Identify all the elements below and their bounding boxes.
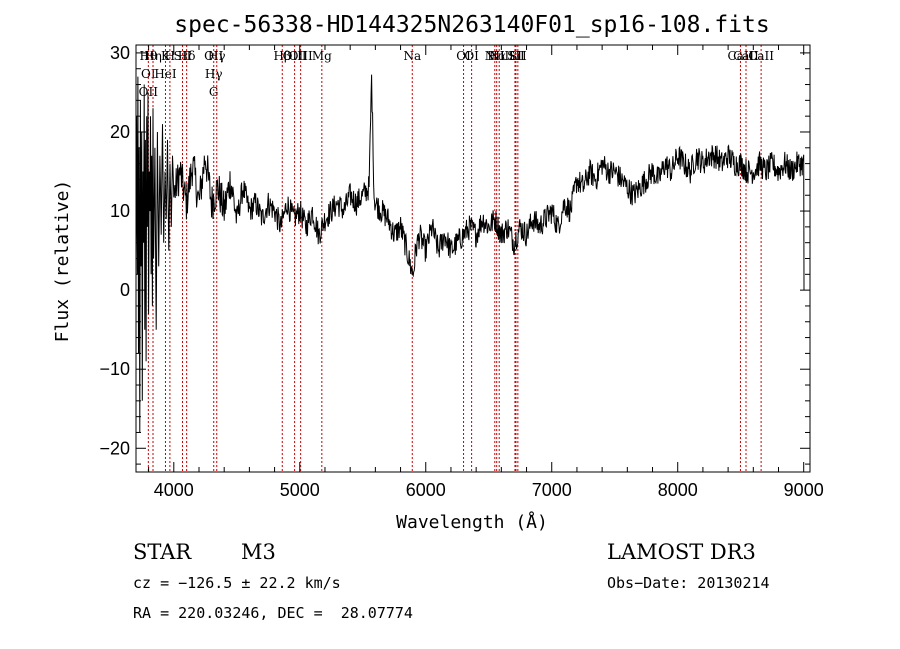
spectral-line-label: K	[161, 49, 171, 63]
x-tick-label: 6000	[406, 480, 446, 500]
spectral-line-label: H	[165, 49, 175, 63]
spectrum-line	[135, 74, 805, 433]
y-tick-label: 20	[110, 122, 130, 142]
spectral-line-label: OI	[141, 67, 156, 81]
y-tick-label: 0	[120, 280, 130, 300]
x-tick-label: 9000	[784, 480, 824, 500]
spectral-line-label: OII	[204, 49, 224, 63]
x-tick-label: 7000	[532, 480, 572, 500]
chart-title: spec-56338-HD144325N263140F01_sp16-108.f…	[174, 12, 769, 38]
y-tick-label: −10	[99, 359, 130, 379]
spectral-line-label: Hγ	[208, 49, 226, 63]
survey-name: LAMOST DR3	[607, 540, 756, 564]
spectral-line-label: Mg	[312, 49, 332, 63]
spectral-line-label: Hη	[144, 49, 162, 63]
spectral-line-label: OIII	[283, 49, 307, 63]
spectral-line-label: NII	[485, 49, 505, 63]
y-tick-label: 10	[110, 201, 130, 221]
spectral-line-label: Na	[403, 49, 421, 63]
observation-date: Obs−Date: 20130214	[607, 574, 770, 592]
x-axis-label: Wavelength (Å)	[396, 511, 548, 533]
y-tick-label: 30	[110, 43, 130, 63]
spectral-line-label: Hα	[487, 49, 506, 63]
spectral-line-label: OI	[456, 49, 471, 63]
spectral-line-label: Hβ	[274, 49, 291, 63]
spectral-line-label: Li	[509, 49, 521, 63]
spectral-line-label: Hγ	[205, 67, 223, 81]
x-tick-label: 4000	[154, 480, 194, 500]
spectral-line-label: Hδ	[178, 49, 196, 63]
spectral-line-label: SII	[507, 49, 525, 63]
spectral-line-label: CaII	[733, 49, 759, 63]
coordinates: RA = 220.03246, DEC = 28.07774	[133, 604, 413, 622]
x-tick-label: 5000	[280, 480, 320, 500]
spectral-line-label: SII	[174, 49, 192, 63]
spectral-line-label: CaII	[748, 49, 774, 63]
spectral-line-label: OIII	[289, 49, 313, 63]
object-subclass: M3	[241, 540, 276, 564]
x-tick-label: 8000	[658, 480, 698, 500]
object-class: STAR	[133, 540, 192, 564]
spectral-line-label: CaII	[728, 49, 754, 63]
spectral-line-label: HeI	[154, 67, 177, 81]
spectral-line-label: G	[209, 85, 219, 99]
redshift-velocity: cz = −126.5 ± 22.2 km/s	[133, 574, 341, 592]
plot-frame	[135, 44, 811, 473]
y-tick-label: −20	[99, 438, 130, 458]
spectral-line-label: OII	[139, 85, 159, 99]
spectral-line-label: NII	[489, 49, 509, 63]
spectral-line-label: OI	[464, 49, 479, 63]
y-axis-label: Flux (relative)	[52, 180, 73, 343]
axis-ticks: 4000 5000 6000 7000 8000 9000 −20 −10 0 10 20 30	[99, 43, 823, 500]
spectral-line-label: SII	[509, 49, 527, 63]
